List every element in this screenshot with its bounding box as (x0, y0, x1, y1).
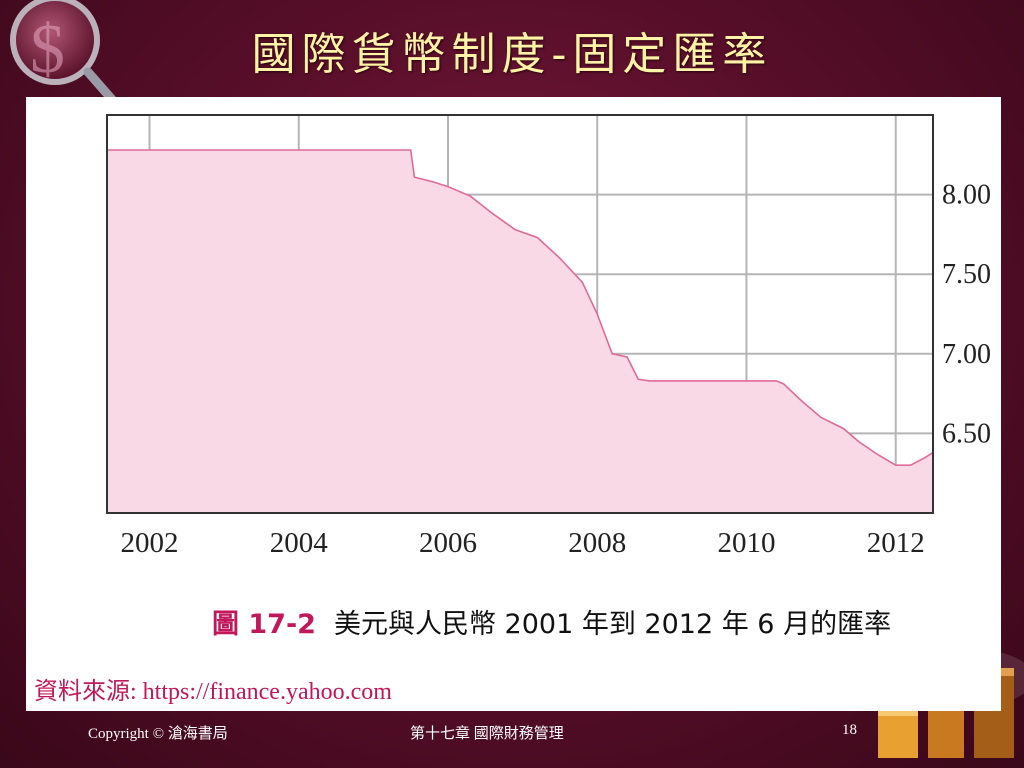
magnifier-dollar-decoration: $ (10, 0, 120, 109)
slide-footer: Copyright © 滄海書局 第十七章 國際財務管理 18 (0, 718, 1024, 748)
x-tick-label: 2002 (121, 527, 179, 559)
x-axis-ticks: 2002 2004 2006 2008 2010 2012 (121, 527, 925, 559)
figure-caption-text: 美元與人民幣 2001 年到 2012 年 6 月的匯率 (333, 609, 892, 640)
x-tick-label: 2010 (717, 527, 775, 559)
x-tick-label: 2006 (419, 527, 477, 559)
page-number: 18 (842, 722, 857, 738)
y-tick-label: 7.50 (942, 259, 991, 290)
svg-text:$: $ (30, 11, 65, 88)
figure-label: 圖 17-2 (212, 609, 316, 640)
y-axis-ticks: 8.00 7.50 7.00 6.50 (942, 180, 991, 450)
data-source: 資料來源: https://finance.yahoo.com (34, 679, 392, 705)
x-tick-label: 2008 (568, 527, 626, 559)
exchange-rate-line (107, 149, 934, 466)
slide-title: 國際貨幣制度-固定匯率 (251, 29, 773, 80)
chapter-title: 第十七章 國際財務管理 (410, 726, 564, 742)
x-tick-label: 2004 (270, 527, 329, 559)
x-tick-label: 2012 (867, 527, 925, 559)
copyright-text: Copyright © 滄海書局 (88, 726, 228, 742)
exchange-rate-area (107, 150, 933, 513)
figure-caption: 圖 17-2 美元與人民幣 2001 年到 2012 年 6 月的匯率 (212, 602, 891, 641)
y-tick-label: 7.00 (942, 339, 991, 370)
y-tick-label: 8.00 (942, 180, 991, 211)
figure-panel: 2002 2004 2006 2008 2010 2012 8.00 7.50 7.00 6.5… (26, 97, 1001, 711)
y-tick-label: 6.50 (942, 418, 991, 449)
plot-frame (106, 114, 934, 514)
exchange-rate-chart: 2002 2004 2006 2008 2010 2012 8.00 7.50 7.00 6.5… (106, 114, 991, 559)
